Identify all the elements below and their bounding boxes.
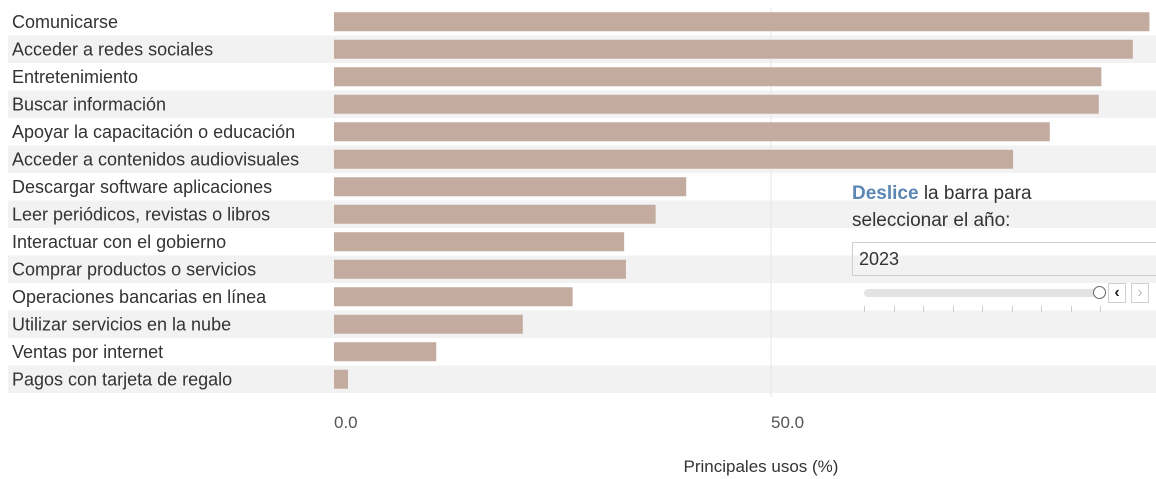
row-stripe: [8, 365, 1156, 393]
bar[interactable]: [334, 94, 1099, 114]
slider-prompt: Deslice la barra para seleccionar el año…: [852, 180, 1156, 234]
bar[interactable]: [334, 67, 1102, 87]
slider-tickmark: [1041, 306, 1042, 312]
bar[interactable]: [334, 149, 1014, 169]
category-label: Buscar información: [12, 94, 166, 114]
bar[interactable]: [334, 369, 348, 389]
category-label: Entretenimiento: [12, 67, 138, 87]
bar[interactable]: [334, 204, 656, 224]
prompt-line2: seleccionar el año:: [852, 210, 1011, 231]
chevron-right-icon: ›: [1137, 284, 1143, 301]
bar[interactable]: [334, 342, 437, 362]
slider-tickmark: [864, 306, 865, 312]
category-label: Operaciones bancarias en línea: [12, 287, 267, 307]
prev-year-button[interactable]: ‹: [1108, 283, 1126, 303]
row-stripe: [8, 310, 1156, 338]
next-year-button[interactable]: ›: [1131, 283, 1149, 303]
slider-tickmark: [1011, 306, 1013, 312]
category-label: Acceder a contenidos audiovisuales: [12, 149, 299, 169]
bar[interactable]: [334, 12, 1150, 32]
x-tick-label: 0.0: [334, 413, 358, 432]
slider-tickmark: [1070, 306, 1072, 312]
x-axis-title: Principales usos (%): [684, 457, 839, 476]
prompt-rest: la barra para: [918, 183, 1032, 204]
bar[interactable]: [334, 287, 573, 307]
category-label: Comunicarse: [12, 12, 118, 32]
slider-tickmark: [952, 306, 954, 312]
bar[interactable]: [334, 314, 523, 334]
category-label: Leer periódicos, revistas o libros: [12, 204, 270, 224]
bar[interactable]: [334, 232, 625, 252]
slider-tickmark: [982, 306, 983, 312]
slider-tickmark: [893, 306, 895, 312]
year-value-field[interactable]: 2023: [852, 242, 1156, 276]
year-slider-panel: Deslice la barra para seleccionar el año…: [852, 180, 1156, 316]
category-label: Pagos con tarjeta de regalo: [12, 369, 232, 389]
x-tick-label: 50.0: [771, 413, 804, 432]
category-label: Interactuar con el gobierno: [12, 232, 226, 252]
slider-tickmark: [923, 306, 924, 312]
category-label: Utilizar servicios en la nube: [12, 314, 231, 334]
bar[interactable]: [334, 39, 1133, 59]
bar[interactable]: [334, 259, 626, 279]
category-label: Ventas por internet: [12, 342, 163, 362]
category-label: Descargar software aplicaciones: [12, 177, 272, 197]
bar[interactable]: [334, 177, 687, 197]
category-label: Acceder a redes sociales: [12, 39, 213, 59]
slider-tickmark: [1100, 306, 1101, 312]
chevron-left-icon: ‹: [1114, 284, 1120, 301]
slider-track[interactable]: [864, 289, 1100, 297]
category-label: Apoyar la capacitación o educación: [12, 122, 295, 142]
year-value: 2023: [859, 249, 900, 269]
bar[interactable]: [334, 122, 1050, 142]
year-slider[interactable]: ‹ ›: [852, 276, 1156, 316]
slider-thumb[interactable]: [1093, 286, 1106, 299]
category-label: Comprar productos o servicios: [12, 259, 256, 279]
prompt-accent: Deslice: [852, 183, 919, 204]
